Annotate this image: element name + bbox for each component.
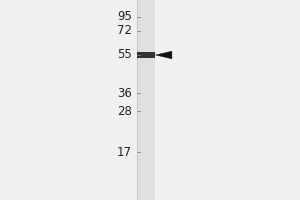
Text: 17: 17 — [117, 146, 132, 158]
Text: 72: 72 — [117, 24, 132, 38]
Text: 28: 28 — [117, 105, 132, 118]
Text: 36: 36 — [117, 87, 132, 100]
Text: 55: 55 — [117, 48, 132, 62]
Bar — [136, 0, 154, 200]
Bar — [136, 52, 154, 58]
Polygon shape — [155, 51, 172, 59]
Bar — [136, 0, 138, 200]
Text: 95: 95 — [117, 10, 132, 23]
